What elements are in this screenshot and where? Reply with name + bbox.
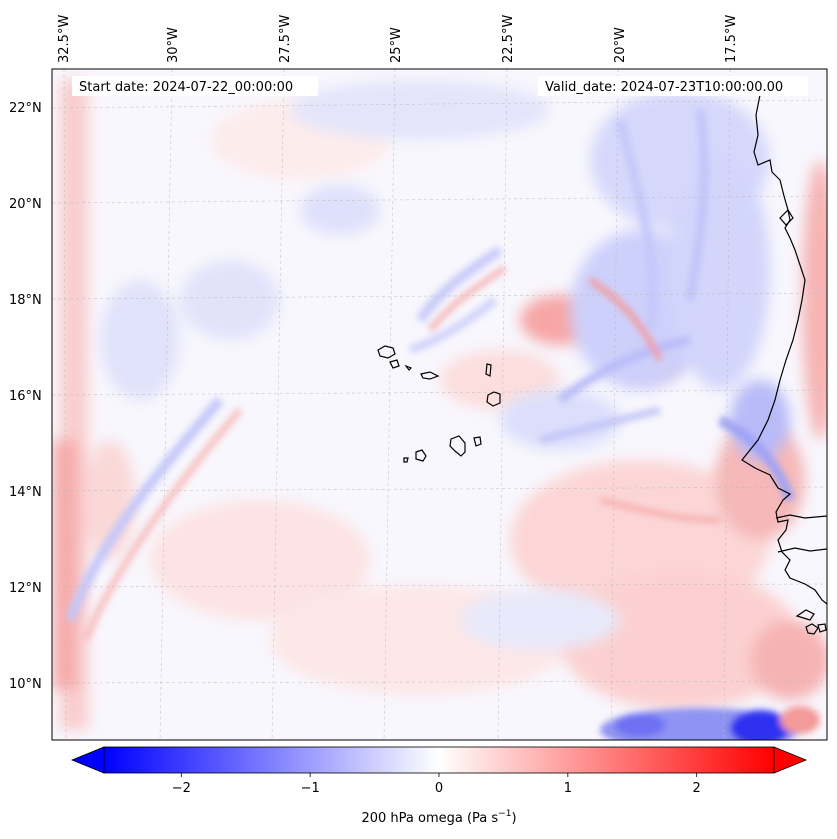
lon-tick-label: 22.5°W xyxy=(501,15,516,63)
lat-tick-label: 22°N xyxy=(9,101,42,116)
omega-field xyxy=(52,69,827,740)
colorbar-tick-label: 1 xyxy=(564,781,572,796)
colorbar-bar xyxy=(103,746,775,774)
lat-tick-label: 18°N xyxy=(9,293,42,308)
lat-tick-label: 20°N xyxy=(9,197,42,212)
colorbar-label-main: 200 hPa omega (Pa s xyxy=(361,811,498,826)
lat-tick-label: 10°N xyxy=(9,677,42,692)
african-coastline xyxy=(741,94,827,635)
map-panel[interactable] xyxy=(51,68,837,752)
map-frame xyxy=(51,68,828,741)
colorbar-extend-max xyxy=(773,746,808,774)
start-date-box xyxy=(72,76,318,96)
colorbar-ticks: −2 −1 0 1 2 xyxy=(172,773,701,796)
lon-tick-label: 17.5°W xyxy=(724,15,739,63)
colorbar: −2 −1 0 1 2 200 hPa omega (Pa s−1) xyxy=(70,746,808,826)
lat-tick-label: 12°N xyxy=(9,581,42,596)
lon-tick-label: 20°W xyxy=(613,27,628,63)
lat-tick-label: 14°N xyxy=(9,485,42,500)
valid-date-box xyxy=(538,76,808,96)
colorbar-label: 200 hPa omega (Pa s−1) xyxy=(361,809,516,826)
colorbar-tick-label: 2 xyxy=(693,781,701,796)
lat-tick-label: 16°N xyxy=(9,389,42,404)
lon-tick-label: 27.5°W xyxy=(278,15,293,63)
cape-verde-islands xyxy=(377,345,501,463)
colorbar-tick-label: −2 xyxy=(172,781,191,796)
colorbar-tick-label: 0 xyxy=(435,781,443,796)
lon-tick-label: 25°W xyxy=(389,27,404,63)
valid-date-label: Valid_date: 2024-07-23T10:00:00.00 xyxy=(545,80,783,95)
colorbar-extend-min xyxy=(70,746,105,774)
colorbar-tick-label: −1 xyxy=(301,781,320,796)
start-date-label: Start date: 2024-07-22_00:00:00 xyxy=(79,80,293,95)
lon-tick-label: 32.5°W xyxy=(57,15,72,63)
lat-tick-labels: 22°N 20°N 18°N 16°N 14°N 12°N 10°N xyxy=(9,101,42,692)
lon-tick-label: 30°W xyxy=(166,27,181,63)
lon-tick-labels: 32.5°W 30°W 27.5°W 25°W 22.5°W 20°W 17.5… xyxy=(57,15,739,63)
colorbar-label-end: ) xyxy=(511,811,516,826)
gridlines xyxy=(52,69,827,740)
colorbar-label-sup: −1 xyxy=(498,809,511,819)
